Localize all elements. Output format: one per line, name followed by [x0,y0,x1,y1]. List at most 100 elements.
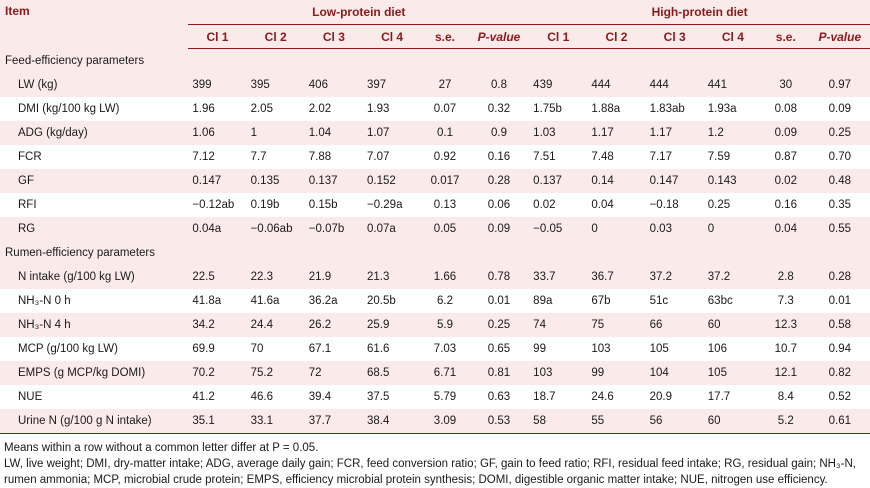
row-label: FCR [18,151,42,163]
high-cell: 5.2 [761,409,810,434]
row-label: GF [0,169,189,193]
row-label: NH₃-N 0 h [18,295,71,307]
row-label: Urine N (g/100 g N intake) [0,409,189,434]
low-cell: 0.1 [421,121,469,145]
low-cell: 0.05 [421,217,469,241]
low-cell: 0.9 [468,121,530,145]
low-col-header: Cl 2 [246,24,305,49]
low-cell: 0.63 [487,391,511,403]
low-cell: 6.71 [421,361,469,385]
high-cell: 106 [707,343,727,355]
high-cell: 75 [587,313,646,337]
low-cell: 1.93 [366,103,390,115]
row-label: RG [0,217,189,241]
low-cell: 37.5 [366,391,390,403]
high-cell: 7.17 [649,151,672,163]
high-cell: 24.6 [591,391,614,403]
high-cell: 0.97 [809,73,870,97]
high-cell: 89a [533,295,553,307]
row-label: DMI (kg/100 kg LW) [18,103,120,115]
high-col-header: Cl 2 [587,24,646,49]
low-cell: 0.137 [304,169,363,193]
high-cell: 1.83ab [649,103,685,115]
low-cell: 0.017 [421,169,469,193]
high-cell: 0.35 [828,199,851,211]
high-cell: 2.8 [761,265,810,289]
high-cell: 0.08 [774,103,797,115]
high-cell: 105 [703,361,762,385]
table-row: EMPS (g MCP/kg DOMI) 70.2 75.2 72 68.5 6.71 0.… [0,361,870,385]
low-cell: 0.19b [250,199,280,211]
low-cell: −0.12ab [192,199,235,211]
low-cell: −0.29a [366,199,403,211]
low-cell: 3.09 [421,409,469,434]
high-cell: 0.03 [645,217,704,241]
section-title: Rumen-efficiency parameters [0,241,870,265]
high-cell: 103 [529,361,588,385]
high-cell: 103 [591,343,611,355]
high-cell: 0.02 [533,199,556,211]
high-cell: 0.147 [645,169,704,193]
low-cell: 2.05 [250,103,273,115]
low-cell: 0.65 [487,343,511,355]
high-cell: 0.01 [828,295,851,307]
high-cell: 51c [649,295,669,307]
high-cell: 1.03 [529,121,588,145]
high-cell: 55 [587,409,646,434]
low-cell: 0.8 [468,73,530,97]
low-cell: 72 [304,361,363,385]
low-cell: 5.79 [433,391,457,403]
low-cell: 70 [250,343,264,355]
row-label: RFI [18,199,37,211]
low-cell: 0.13 [433,199,457,211]
table-row: N intake (g/100 kg LW) 22.5 22.3 21.9 21.3 1.… [0,265,870,289]
high-cell: 0.58 [809,313,870,337]
high-cell: 0.70 [828,151,851,163]
table-row: DMI (kg/100 kg LW) 1.96 2.05 2.02 1.93 0.07 0.… [0,97,870,121]
table-row: GF 0.147 0.135 0.137 0.152 0.017 0.28 0.137 0.14… [0,169,870,193]
low-cell: 35.1 [188,409,247,434]
low-cell: 0.07a [362,217,422,241]
low-cell: 1.07 [362,121,422,145]
high-cell: 0.55 [809,217,870,241]
row-label: MCP (g/100 kg LW) [18,343,118,355]
high-cell: 1.93a [707,103,737,115]
table-row: RG 0.04a −0.06ab −0.07b 0.07a 0.05 0.09 −0.05 0 0… [0,217,870,241]
low-cell: 7.7 [250,151,267,163]
high-cell: 56 [645,409,704,434]
high-cell: 12.3 [761,313,810,337]
high-cell: 37.2 [703,265,762,289]
high-col-header: s.e. [761,24,810,49]
low-cell: 22.3 [246,265,305,289]
high-cell: 20.9 [649,391,672,403]
high-cell: 0.82 [809,361,870,385]
row-label: LW (kg) [0,73,189,97]
low-cell: 36.2a [308,295,338,307]
high-cell: 7.59 [707,151,731,163]
low-cell: 0.09 [468,217,530,241]
high-cell: 74 [529,313,588,337]
low-cell: 22.5 [188,265,247,289]
high-cell: 105 [649,343,669,355]
high-cell: 1.75b [533,103,562,115]
table-row: ADG (kg/day) 1.06 1 1.04 1.07 0.1 0.9 1.03 1.17 1… [0,121,870,145]
table-row: LW (kg) 399 395 406 397 27 0.8 439 444 444 441 30 0.… [0,73,870,97]
table-row: NH₃-N 4 h 34.2 24.4 26.2 25.9 5.9 0.25 74 75 66 60… [0,313,870,337]
low-cell: 0.78 [468,265,530,289]
low-cell: 7.07 [366,151,390,163]
high-cell: 67b [591,295,611,307]
high-cell: 0 [703,217,762,241]
high-col-header: Cl 1 [529,24,588,49]
high-cell: 66 [645,313,704,337]
low-cell: 33.1 [246,409,305,434]
high-cell: 36.7 [587,265,646,289]
row-label: N intake (g/100 kg LW) [0,265,189,289]
low-cell: 0.32 [487,103,511,115]
table-row: MCP (g/100 kg LW) 69.9 70 67.1 61.6 7.03 0.65 9… [0,337,870,361]
high-cell: 0.04 [591,199,614,211]
low-cell: 5.9 [421,313,469,337]
low-cell: 0.15b [308,199,338,211]
high-cell: 0.61 [809,409,870,434]
high-cell: 30 [761,73,810,97]
low-cell: 38.4 [362,409,422,434]
